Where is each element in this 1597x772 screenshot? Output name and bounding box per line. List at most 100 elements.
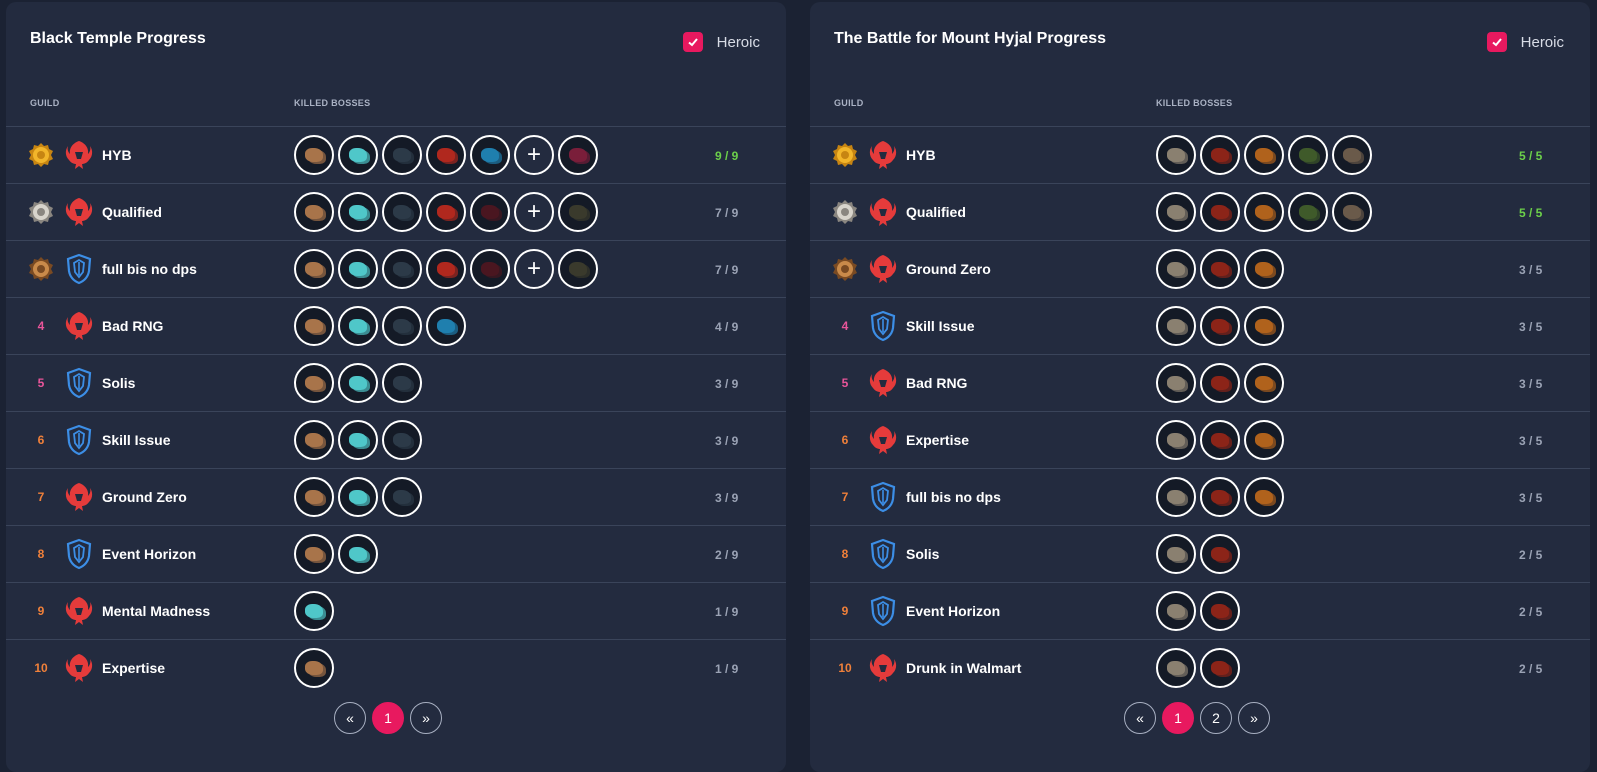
boss-b2-icon[interactable] (338, 534, 378, 574)
page-2-button[interactable]: 2 (1200, 702, 1232, 734)
boss-b1-icon[interactable] (294, 306, 334, 346)
boss-h1-icon[interactable] (1156, 477, 1196, 517)
boss-b1-icon[interactable] (294, 648, 334, 688)
boss-b2-icon[interactable] (294, 591, 334, 631)
guild-name[interactable]: HYB (906, 147, 936, 163)
boss-h5-icon[interactable] (1332, 192, 1372, 232)
boss-b5-icon[interactable] (426, 306, 466, 346)
prev-page-button[interactable]: « (334, 702, 366, 734)
guild-name[interactable]: Solis (906, 546, 940, 562)
boss-b1-icon[interactable] (294, 249, 334, 289)
guild-name[interactable]: Event Horizon (102, 546, 197, 562)
boss-h2-icon[interactable] (1200, 306, 1240, 346)
table-row[interactable]: 5 Bad RNG 3 / 5 (810, 354, 1590, 411)
boss-b3-icon[interactable] (382, 363, 422, 403)
boss-b6-icon[interactable] (470, 249, 510, 289)
boss-b1-icon[interactable] (294, 534, 334, 574)
table-row[interactable]: 8 Event Horizon 2 / 9 (6, 525, 786, 582)
boss-b6-icon[interactable] (470, 192, 510, 232)
boss-b1-icon[interactable] (294, 420, 334, 460)
table-row[interactable]: 10 Expertise 1 / 9 (6, 639, 786, 696)
table-row[interactable]: Ground Zero 3 / 5 (810, 240, 1590, 297)
boss-h1-icon[interactable] (1156, 648, 1196, 688)
guild-name[interactable]: HYB (102, 147, 132, 163)
table-row[interactable]: 6 Expertise 3 / 5 (810, 411, 1590, 468)
boss-h1-icon[interactable] (1156, 135, 1196, 175)
boss-h5-icon[interactable] (1332, 135, 1372, 175)
table-row[interactable]: Qualified 5 / 5 (810, 183, 1590, 240)
boss-b2-icon[interactable] (338, 477, 378, 517)
guild-name[interactable]: Ground Zero (906, 261, 991, 277)
guild-name[interactable]: Skill Issue (102, 432, 171, 448)
guild-name[interactable]: full bis no dps (906, 489, 1001, 505)
boss-b2-icon[interactable] (338, 135, 378, 175)
plus-icon[interactable]: + (514, 192, 554, 232)
boss-h1-icon[interactable] (1156, 306, 1196, 346)
table-row[interactable]: 8 Solis 2 / 5 (810, 525, 1590, 582)
boss-h3-icon[interactable] (1244, 135, 1284, 175)
guild-name[interactable]: Event Horizon (906, 603, 1001, 619)
boss-b2-icon[interactable] (338, 420, 378, 460)
boss-b7-icon[interactable] (558, 249, 598, 289)
boss-h1-icon[interactable] (1156, 534, 1196, 574)
boss-b3-icon[interactable] (382, 306, 422, 346)
guild-name[interactable]: Skill Issue (906, 318, 975, 334)
guild-name[interactable]: Solis (102, 375, 136, 391)
table-row[interactable]: 5 Solis 3 / 9 (6, 354, 786, 411)
boss-b3-icon[interactable] (382, 477, 422, 517)
boss-h2-icon[interactable] (1200, 363, 1240, 403)
boss-h1-icon[interactable] (1156, 192, 1196, 232)
boss-h4-icon[interactable] (1288, 192, 1328, 232)
boss-h2-icon[interactable] (1200, 420, 1240, 460)
boss-b3-icon[interactable] (382, 135, 422, 175)
boss-b7-icon[interactable] (558, 192, 598, 232)
heroic-checkbox[interactable] (1486, 32, 1507, 52)
guild-name[interactable]: Expertise (102, 660, 166, 676)
heroic-toggle[interactable]: Heroic (682, 32, 760, 52)
guild-name[interactable]: Bad RNG (102, 318, 164, 334)
boss-h1-icon[interactable] (1156, 420, 1196, 460)
table-row[interactable]: 9 Mental Madness 1 / 9 (6, 582, 786, 639)
table-row[interactable]: 10 Drunk in Walmart 2 / 5 (810, 639, 1590, 696)
boss-h2-icon[interactable] (1200, 477, 1240, 517)
guild-name[interactable]: full bis no dps (102, 261, 197, 277)
plus-icon[interactable]: + (514, 249, 554, 289)
boss-b1-icon[interactable] (294, 135, 334, 175)
boss-b2-icon[interactable] (338, 192, 378, 232)
boss-h2-icon[interactable] (1200, 249, 1240, 289)
boss-h2-icon[interactable] (1200, 648, 1240, 688)
next-page-button[interactable]: » (410, 702, 442, 734)
boss-h1-icon[interactable] (1156, 249, 1196, 289)
boss-b2-icon[interactable] (338, 249, 378, 289)
table-row[interactable]: 4 Skill Issue 3 / 5 (810, 297, 1590, 354)
boss-b5-icon[interactable] (470, 135, 510, 175)
boss-h2-icon[interactable] (1200, 135, 1240, 175)
boss-b9-icon[interactable] (558, 135, 598, 175)
page-1-button[interactable]: 1 (1162, 702, 1194, 734)
table-row[interactable]: 7 full bis no dps 3 / 5 (810, 468, 1590, 525)
heroic-checkbox[interactable] (682, 32, 703, 52)
boss-h2-icon[interactable] (1200, 534, 1240, 574)
boss-b4-icon[interactable] (426, 192, 466, 232)
boss-b3-icon[interactable] (382, 192, 422, 232)
boss-h3-icon[interactable] (1244, 306, 1284, 346)
guild-name[interactable]: Expertise (906, 432, 970, 448)
table-row[interactable]: HYB 5 / 5 (810, 126, 1590, 183)
guild-name[interactable]: Bad RNG (906, 375, 968, 391)
guild-name[interactable]: Qualified (102, 204, 162, 220)
boss-h2-icon[interactable] (1200, 591, 1240, 631)
table-row[interactable]: 7 Ground Zero 3 / 9 (6, 468, 786, 525)
guild-name[interactable]: Drunk in Walmart (906, 660, 1022, 676)
boss-b2-icon[interactable] (338, 363, 378, 403)
plus-icon[interactable]: + (514, 135, 554, 175)
page-1-button[interactable]: 1 (372, 702, 404, 734)
table-row[interactable]: 4 Bad RNG 4 / 9 (6, 297, 786, 354)
next-page-button[interactable]: » (1238, 702, 1270, 734)
heroic-toggle[interactable]: Heroic (1486, 32, 1564, 52)
boss-b3-icon[interactable] (382, 249, 422, 289)
table-row[interactable]: 9 Event Horizon 2 / 5 (810, 582, 1590, 639)
boss-b1-icon[interactable] (294, 192, 334, 232)
boss-b4-icon[interactable] (426, 249, 466, 289)
table-row[interactable]: full bis no dps +7 / 9 (6, 240, 786, 297)
boss-b1-icon[interactable] (294, 363, 334, 403)
